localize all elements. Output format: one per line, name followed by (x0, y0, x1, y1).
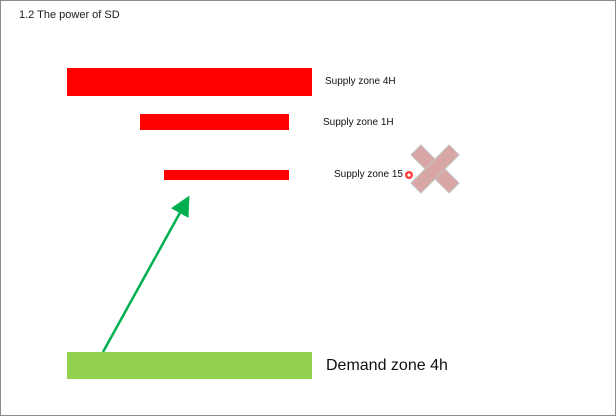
upward-arrow (101, 195, 190, 353)
supply-zone-4h-label: Supply zone 4H (325, 76, 396, 87)
demand-zone-4h-label: Demand zone 4h (326, 357, 448, 374)
supply-zone-15-bar (164, 170, 289, 180)
supply-zone-4h-bar (67, 68, 312, 96)
supply-zone-15-label: Supply zone 15 (334, 169, 403, 180)
supply-zone-1h-label: Supply zone 1H (323, 117, 394, 128)
slide-title: 1.2 The power of SD (19, 9, 120, 21)
comment-dot-icon (405, 171, 413, 179)
supply-zone-1h-bar (140, 114, 289, 130)
demand-zone-4h-bar (67, 352, 312, 379)
cross-icon (410, 144, 460, 194)
